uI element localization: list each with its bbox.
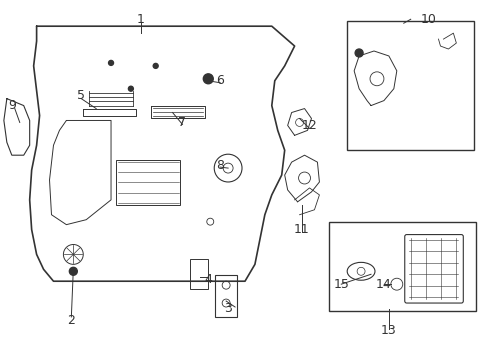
Text: 7: 7	[178, 116, 186, 129]
Bar	[116, 160, 180, 205]
Circle shape	[203, 74, 213, 84]
Text: 1: 1	[137, 13, 144, 26]
Bar	[346, 21, 473, 150]
Text: 5: 5	[77, 89, 85, 102]
Text: 11: 11	[293, 223, 309, 236]
Circle shape	[153, 63, 158, 68]
Circle shape	[128, 86, 133, 91]
Text: 12: 12	[301, 119, 317, 132]
Circle shape	[108, 60, 113, 66]
Text: 15: 15	[333, 278, 348, 291]
Bar	[190, 260, 208, 289]
Bar	[328, 222, 475, 311]
Text: 8: 8	[216, 159, 224, 172]
Text: 3: 3	[224, 302, 232, 315]
Text: 14: 14	[375, 278, 391, 291]
Text: 2: 2	[67, 314, 75, 327]
Text: 9: 9	[8, 99, 16, 112]
Text: 13: 13	[380, 324, 396, 337]
Text: 10: 10	[420, 13, 436, 26]
Circle shape	[354, 49, 362, 57]
Circle shape	[69, 267, 77, 275]
Text: 4: 4	[204, 273, 212, 286]
Bar	[215, 275, 237, 317]
Text: 6: 6	[216, 74, 224, 87]
